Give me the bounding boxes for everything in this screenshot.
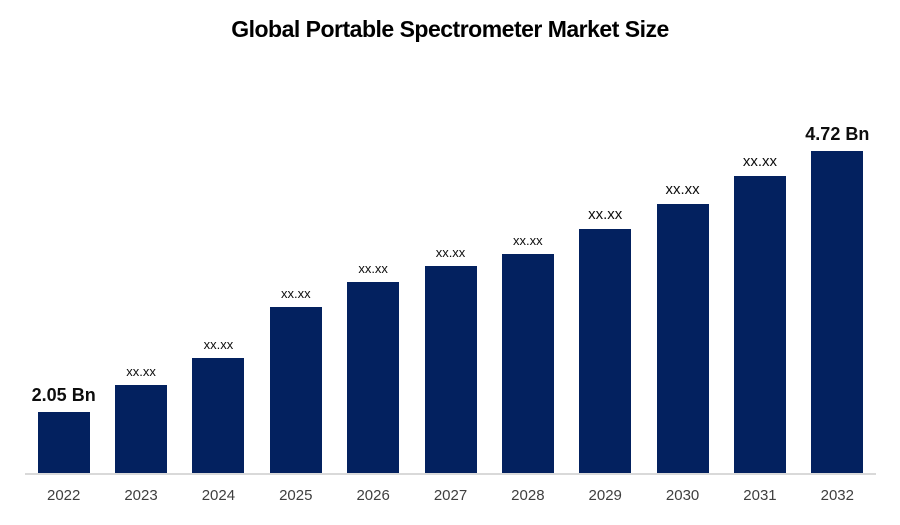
chart-bar-2028 bbox=[501, 254, 554, 475]
chart-title: Global Portable Spectrometer Market Size bbox=[231, 16, 669, 42]
x-tick-label-2026: 2026 bbox=[356, 487, 390, 504]
chart-bar-2029 bbox=[579, 229, 632, 475]
bar-value-label-2032: 4.72 Bn bbox=[805, 124, 870, 145]
bar-value-label-2024: xx.xx bbox=[203, 336, 234, 352]
chart-bar-2023 bbox=[115, 385, 168, 475]
x-tick-label-2029: 2029 bbox=[588, 487, 622, 504]
x-tick-label-2024: 2024 bbox=[201, 487, 236, 504]
x-tick-label-2028: 2028 bbox=[511, 487, 545, 504]
bar-value-label-2026: xx.xx bbox=[358, 260, 388, 276]
x-tick-label-2027: 2027 bbox=[433, 487, 468, 504]
x-tick-label-2030: 2030 bbox=[665, 487, 700, 504]
bar-value-label-2023: xx.xx bbox=[126, 363, 156, 379]
bar-value-label-2025: xx.xx bbox=[280, 285, 311, 301]
x-tick-label-2023: 2023 bbox=[124, 487, 158, 504]
bar-value-label-2022: 2.05 Bn bbox=[31, 385, 96, 406]
bar-value-label-2029: xx.xx bbox=[588, 205, 623, 223]
x-tick-label-2025: 2025 bbox=[279, 487, 313, 504]
chart-bar-2030 bbox=[656, 204, 709, 475]
x-tick-label-2022: 2022 bbox=[46, 487, 81, 504]
chart-bar-2026 bbox=[347, 282, 400, 475]
x-tick-label-2031: 2031 bbox=[743, 487, 777, 504]
bar-value-label-2028: xx.xx bbox=[513, 232, 543, 248]
bar-value-label-2027: xx.xx bbox=[435, 244, 466, 260]
chart-bar-2032 bbox=[811, 151, 864, 475]
bar-value-label-2031: xx.xx bbox=[742, 152, 778, 170]
x-axis-line bbox=[25, 472, 876, 475]
bar-value-label-2030: xx.xx bbox=[665, 180, 700, 198]
x-tick-label-2032: 2032 bbox=[820, 487, 854, 504]
chart-bar-2022 bbox=[37, 412, 90, 475]
chart-bar-2025 bbox=[269, 307, 322, 475]
chart-bar-2031 bbox=[733, 176, 786, 475]
chart-bar-2024 bbox=[192, 358, 245, 475]
chart-bar-2027 bbox=[424, 266, 477, 475]
